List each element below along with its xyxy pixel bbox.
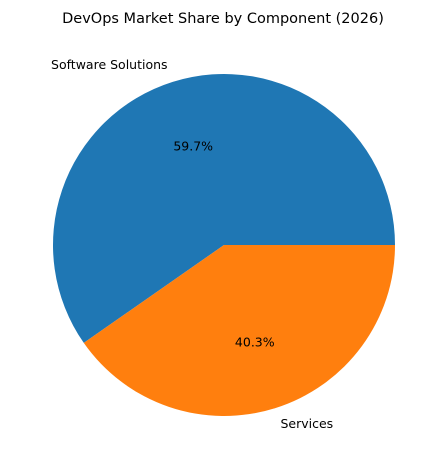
pie-slice-services <box>83 245 395 416</box>
slice-label: Software Solutions <box>51 57 168 72</box>
pie-labels: Software Solutions 59.7% Services 40.3% <box>51 57 333 431</box>
pie-slice-software-solutions <box>53 74 396 343</box>
slice-label: Services <box>280 416 333 431</box>
slice-percent-label: 59.7% <box>173 139 213 154</box>
slice-percent-label: 40.3% <box>235 334 275 349</box>
pie-slices <box>53 74 396 416</box>
chart-title: DevOps Market Share by Component (2026) <box>62 11 384 27</box>
